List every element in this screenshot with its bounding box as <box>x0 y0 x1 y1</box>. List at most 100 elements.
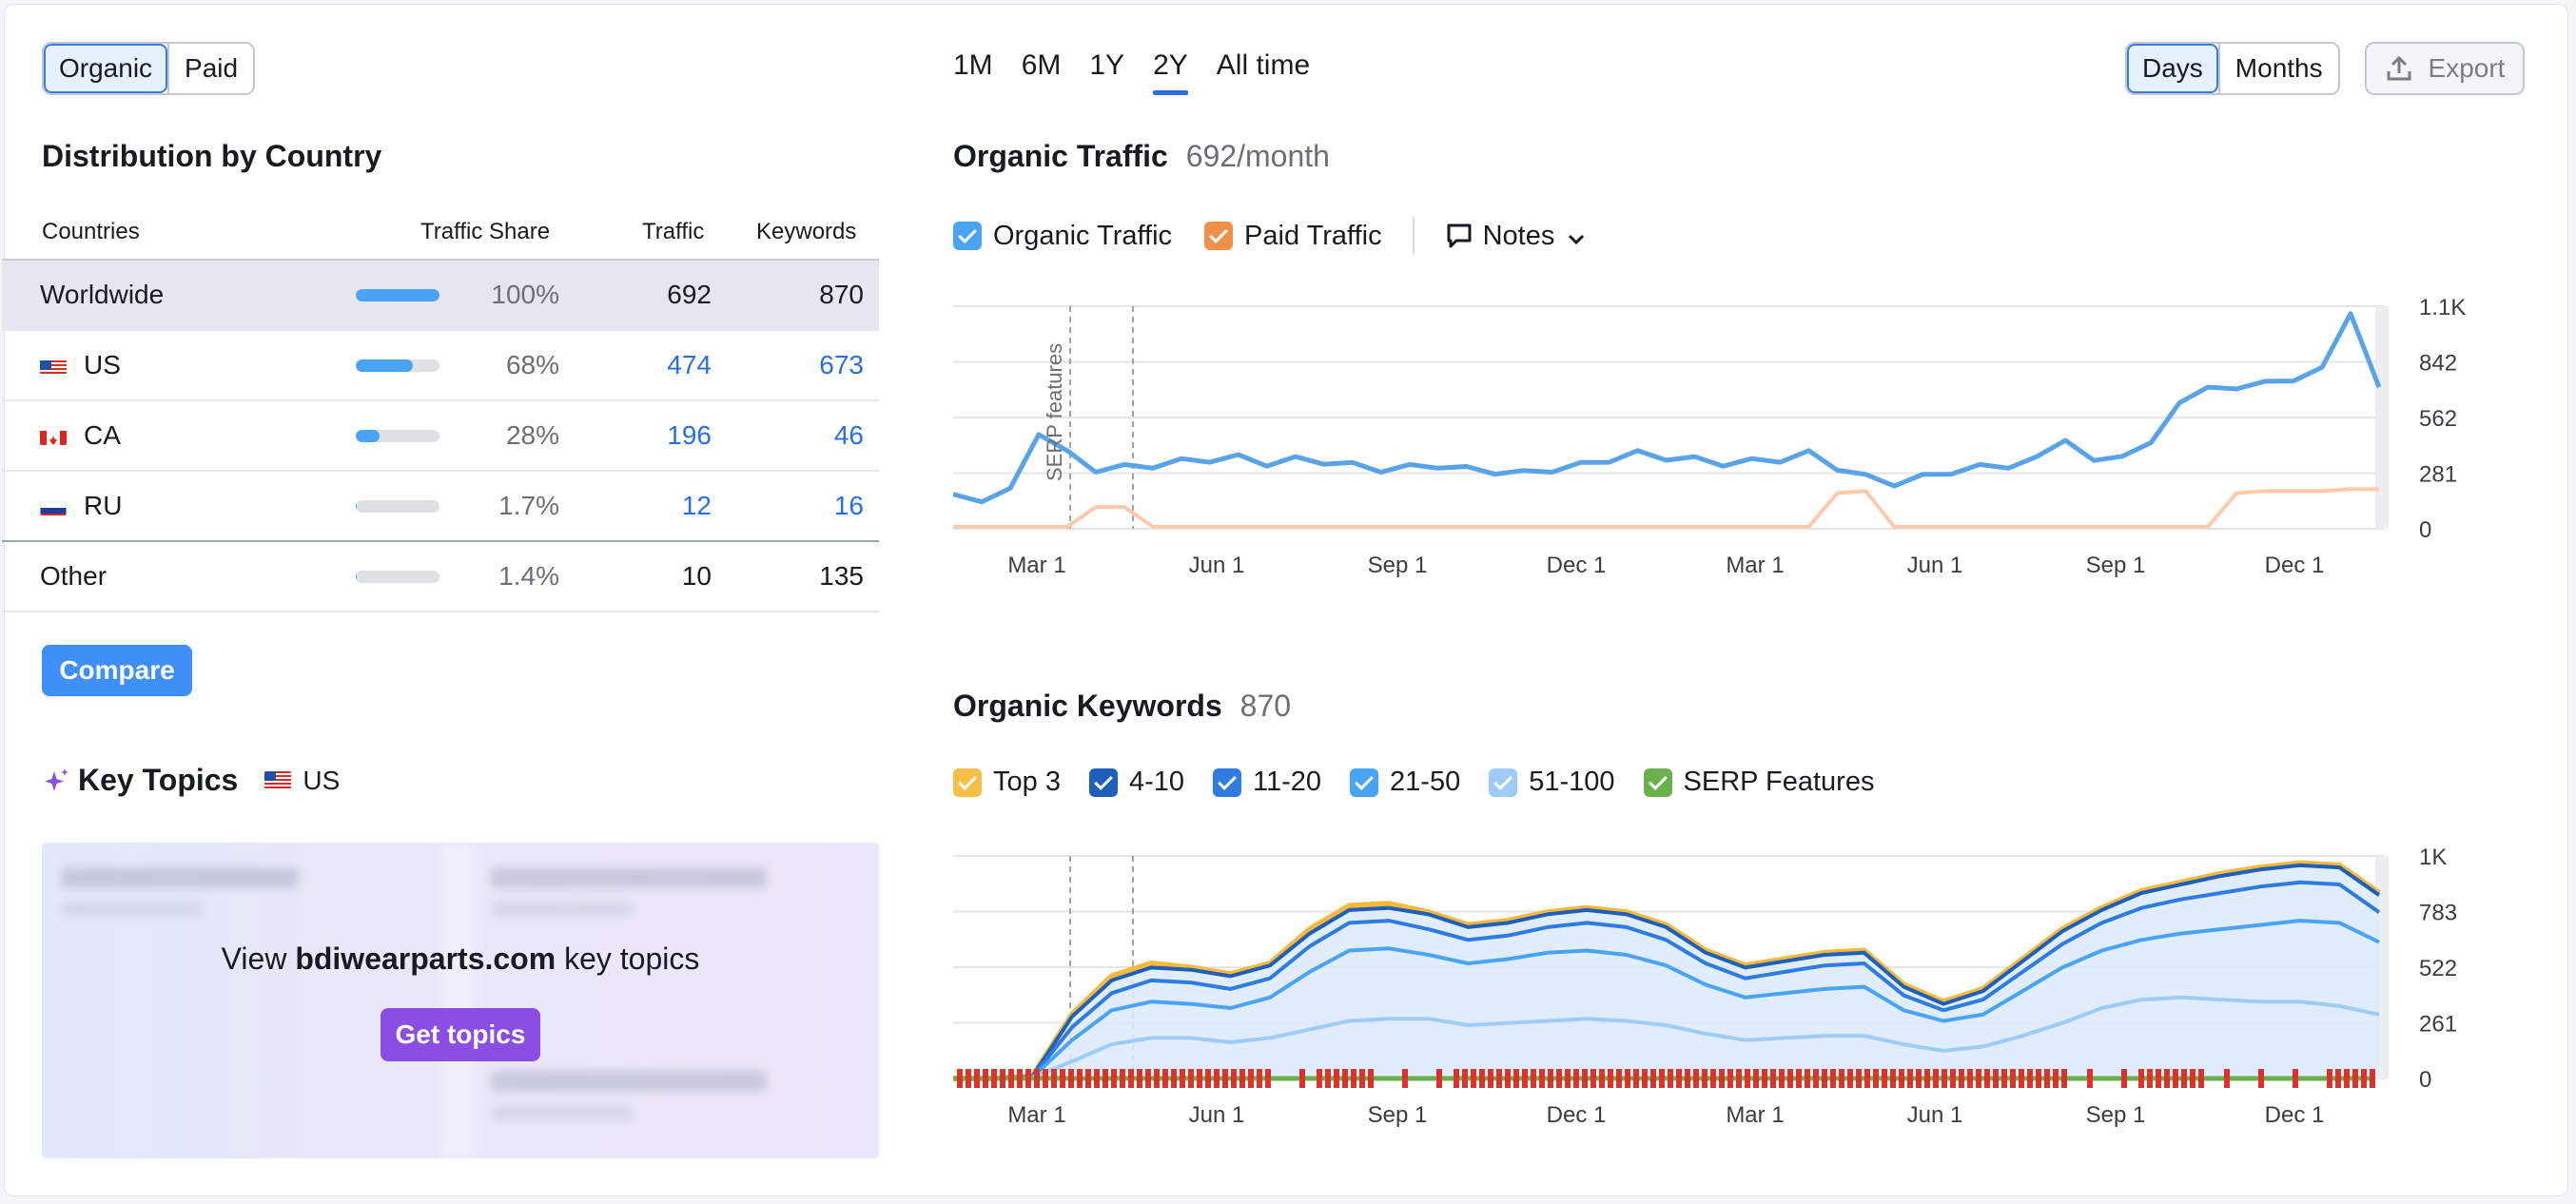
serp-feature-marker <box>2001 1069 2007 1088</box>
51-100-line[interactable] <box>953 995 2380 1080</box>
51-100-checkbox[interactable] <box>1489 767 1518 797</box>
serp-feature-marker <box>1359 1069 1365 1088</box>
21-50-legend-label: 21-50 <box>1390 767 1461 797</box>
organic-traffic-checkbox[interactable] <box>953 222 982 250</box>
serp-feature-marker <box>1993 1069 1999 1088</box>
serp-feature-marker <box>2019 1069 2024 1088</box>
serp-feature-marker <box>1085 1069 1091 1088</box>
keywords-link[interactable]: 673 <box>819 350 864 379</box>
serp-feature-marker <box>2198 1069 2204 1088</box>
x-tick-label: Sep 1 <box>2086 1102 2146 1128</box>
serp-feature-marker <box>1060 1069 1065 1088</box>
serp-feature-marker <box>1334 1069 1339 1088</box>
table-row-other: Other 1.4% 10 135 <box>2 542 879 612</box>
period-1y[interactable]: 1Y <box>1089 49 1125 81</box>
notes-dropdown[interactable]: Notes <box>1445 221 1588 252</box>
serp-feature-marker <box>1822 1069 1827 1088</box>
serp-feature-marker <box>1719 1069 1725 1088</box>
21-50-checkbox[interactable] <box>1350 767 1379 797</box>
top3-checkbox[interactable] <box>953 767 982 797</box>
11-20-checkbox[interactable] <box>1213 767 1241 797</box>
blurred-topic <box>491 867 767 888</box>
serp-feature-marker <box>1402 1069 1408 1088</box>
serp-feature-marker <box>1599 1069 1605 1088</box>
ca-flag-icon <box>40 426 67 445</box>
table-row-us[interactable]: US 68% 474 673 <box>2 331 879 401</box>
keywords-header: Keywords <box>756 219 857 244</box>
blurred-topic <box>491 1071 767 1092</box>
period-all-time[interactable]: All time <box>1216 49 1311 81</box>
get-topics-button[interactable]: Get topics <box>381 1008 540 1061</box>
4-10-line[interactable] <box>953 863 2381 1080</box>
traffic-link[interactable]: 12 <box>681 491 712 520</box>
serp-feature-marker <box>2027 1069 2033 1088</box>
4-10-checkbox[interactable] <box>1088 767 1118 797</box>
serp-feature-marker <box>2190 1069 2195 1088</box>
traffic-link[interactable]: 196 <box>667 420 712 450</box>
serp-feature-marker <box>1856 1069 1862 1088</box>
21-50-line[interactable] <box>953 919 2380 1080</box>
months-button[interactable]: Months <box>2217 44 2338 93</box>
days-button[interactable]: Days <box>2127 44 2218 93</box>
table-row-ru[interactable]: RU 1.7% 12 16 <box>2 472 879 542</box>
x-tick-label: Jun 1 <box>1907 1102 1963 1128</box>
serp-feature-marker <box>1145 1069 1151 1088</box>
serp-feature-marker <box>1077 1069 1083 1088</box>
serp-feature-marker <box>1188 1069 1194 1088</box>
traffic-share-header: Traffic Share <box>420 219 551 244</box>
keywords-value: 135 <box>819 561 864 591</box>
cta-domain: bdiwearparts.com <box>295 942 556 976</box>
serp-feature-marker <box>1539 1069 1545 1088</box>
y-tick-label: 0 <box>2419 1067 2431 1093</box>
paid-traffic-line[interactable] <box>953 487 2379 529</box>
cta-text: key topics <box>556 942 700 976</box>
serp-feature-marker <box>1034 1069 1040 1088</box>
export-button[interactable]: Export <box>2365 42 2525 95</box>
period-1m[interactable]: 1M <box>953 49 993 81</box>
keywords-area <box>953 863 2379 1078</box>
serp-feature-marker <box>1565 1069 1571 1088</box>
organic-traffic-line[interactable] <box>953 311 2382 505</box>
serp-feature-marker <box>1265 1069 1271 1088</box>
keywords-link[interactable]: 16 <box>833 491 864 520</box>
serp-feature-marker <box>1180 1069 1185 1088</box>
export-label: Export <box>2428 53 2506 83</box>
serp-feature-marker <box>1496 1069 1502 1088</box>
serp-feature-marker <box>1770 1069 1776 1088</box>
serp-feature-marker <box>2370 1069 2375 1088</box>
serp-feature-marker <box>1787 1069 1793 1088</box>
serp-feature-marker <box>1976 1069 1981 1088</box>
x-tick-label: Sep 1 <box>2086 553 2146 578</box>
top3-line[interactable] <box>953 860 2381 1081</box>
table-row-worldwide[interactable]: Worldwide 100% 692 870 <box>2 261 879 331</box>
11-20-line[interactable] <box>953 880 2381 1080</box>
organic-traffic-title-text: Organic Traffic <box>953 139 1168 173</box>
period-6m[interactable]: 6M <box>1021 49 1062 81</box>
keywords-value: 870 <box>819 280 864 309</box>
keywords-link[interactable]: 46 <box>833 420 864 450</box>
x-tick-label: Sep 1 <box>1368 1102 1428 1128</box>
serp-feature-marker <box>983 1069 988 1088</box>
organic-traffic-legend-label: Organic Traffic <box>993 220 1173 251</box>
cta-text: View <box>221 942 296 976</box>
serp-feature-marker <box>2164 1069 2170 1088</box>
serp-feature-marker <box>2087 1069 2093 1088</box>
paid-traffic-checkbox[interactable] <box>1204 222 1234 250</box>
traffic-link[interactable]: 474 <box>667 350 712 379</box>
serp-feature-marker <box>1779 1069 1785 1088</box>
serp-feature-marker <box>1222 1069 1228 1088</box>
x-tick-label: Mar 1 <box>1007 1102 1065 1128</box>
serp-features-checkbox[interactable] <box>1643 767 1672 797</box>
serp-feature-marker <box>1924 1069 1930 1088</box>
compare-button[interactable]: Compare <box>42 645 192 696</box>
paid-toggle-button[interactable]: Paid <box>167 44 253 93</box>
range-handle[interactable] <box>2375 306 2389 529</box>
country-name: Worldwide <box>40 280 165 309</box>
serp-feature-marker <box>1933 1069 1939 1088</box>
organic-toggle-button[interactable]: Organic <box>44 44 168 93</box>
table-row-ca[interactable]: CA 28% 196 46 <box>2 401 879 472</box>
serp-feature-marker <box>1171 1069 1177 1088</box>
serp-feature-marker <box>1590 1069 1596 1088</box>
period-2y[interactable]: 2Y <box>1153 49 1188 95</box>
serp-feature-marker <box>1436 1069 1442 1088</box>
